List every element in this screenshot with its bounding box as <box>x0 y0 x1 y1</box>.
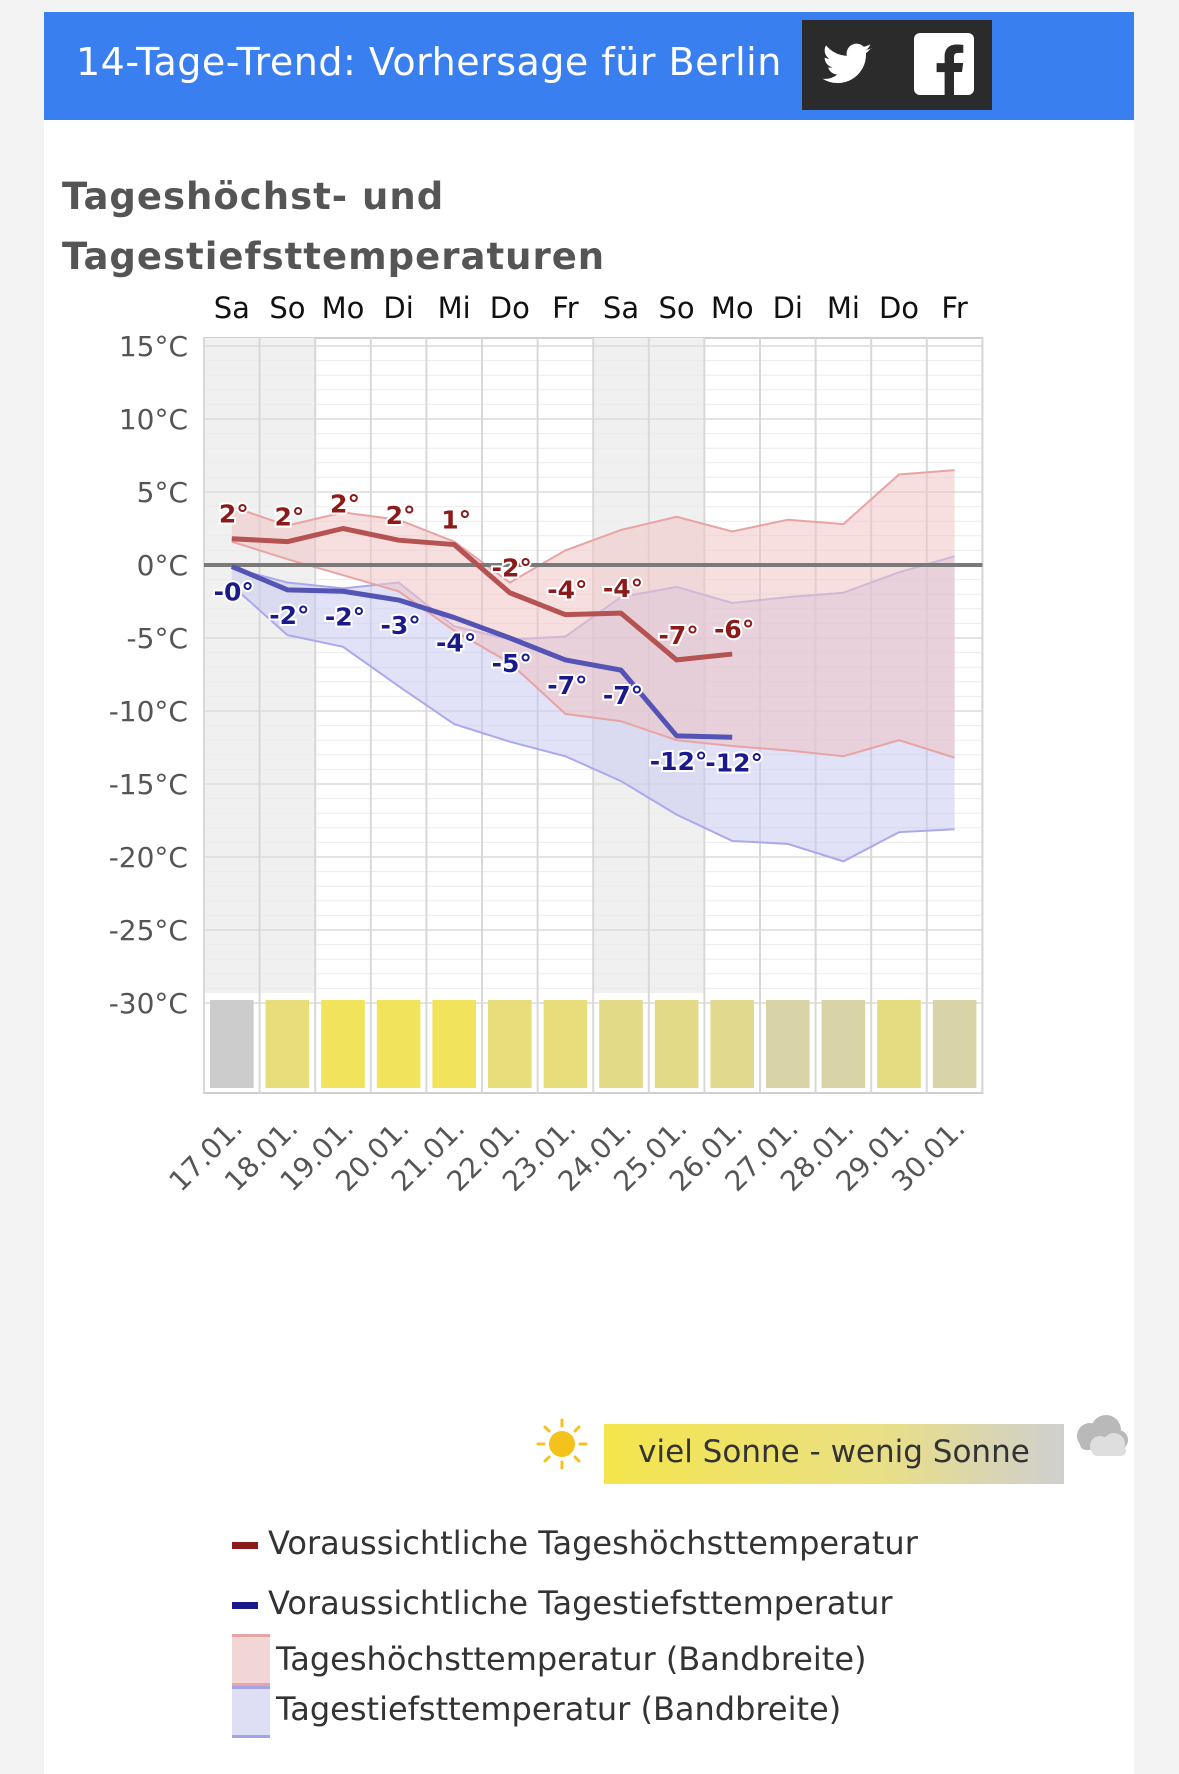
sunshine-scale: viel Sonne - wenig Sonne <box>604 1424 1064 1484</box>
sunshine-bar <box>710 1000 754 1088</box>
low-temp-label: -3° <box>380 611 420 640</box>
sunshine-bar <box>376 1000 421 1088</box>
twitter-share-button[interactable] <box>802 20 898 110</box>
low-temp-label: -12° <box>705 748 763 777</box>
temperature-chart: 15°C 10°C 5°C 0°C -5°C -10°C -15°C -20°C -25°C -3… <box>109 291 984 1198</box>
legend-low-band-label: Tagestiefsttemperatur (Bandbreite) <box>276 1690 842 1728</box>
y-tick-label: 5°C <box>137 476 188 509</box>
low-temp-label: -2° <box>325 602 365 631</box>
day-label: Mi <box>827 291 860 325</box>
legend-high-band-swatch <box>232 1634 270 1686</box>
high-temp-label: -4° <box>547 576 587 605</box>
day-label: Sa <box>603 291 639 325</box>
sunshine-bar <box>265 1000 310 1088</box>
day-label: Di <box>773 291 803 325</box>
low-temp-label: -4° <box>436 629 476 658</box>
day-label: Sa <box>214 291 250 325</box>
low-temp-label: -7° <box>603 681 643 710</box>
low-temp-label: -2° <box>269 601 309 630</box>
header-title: 14-Tage-Trend: Vorhersage für Berlin <box>76 40 782 84</box>
day-label: Di <box>383 291 413 325</box>
low-temp-label: -7° <box>547 671 587 700</box>
sunshine-bar <box>321 1000 365 1088</box>
legend-high-line-swatch <box>232 1541 258 1549</box>
sunshine-bar <box>821 1000 866 1088</box>
high-band-upper-edge <box>231 469 955 584</box>
low-temp-label: -0° <box>214 577 254 606</box>
sunshine-bar <box>599 1000 643 1088</box>
low-temp-line <box>230 564 733 740</box>
legend-high-line-label: Voraussichtliche Tageshöchsttemperatur <box>268 1524 918 1562</box>
high-band-lower-edge <box>231 540 955 759</box>
weekend-shade <box>204 338 260 993</box>
legend-low-band-swatch <box>232 1686 270 1738</box>
sunshine-bar <box>877 1000 921 1088</box>
sunshine-bar <box>932 1000 977 1088</box>
high-temp-label: -2° <box>492 554 532 583</box>
day-label: So <box>659 291 695 325</box>
sunshine-bar <box>432 1000 476 1088</box>
y-tick-label: 0°C <box>137 549 188 582</box>
low-band-lower-edge <box>231 584 955 863</box>
header-bar: 14-Tage-Trend: Vorhersage für Berlin <box>44 12 1134 120</box>
sun-icon <box>536 1418 588 1470</box>
y-tick-label: -15°C <box>109 768 188 801</box>
weekend-shade <box>259 338 316 993</box>
chart-title-line2: Tagestiefsttemperaturen <box>62 235 606 278</box>
y-tick-label: -30°C <box>109 987 188 1020</box>
facebook-icon <box>914 33 974 96</box>
twitter-icon <box>822 43 872 84</box>
day-label: Fr <box>552 291 579 325</box>
high-temp-label: -4° <box>603 574 643 603</box>
high-temp-label: -6° <box>714 615 754 644</box>
sunshine-bar <box>766 1000 810 1088</box>
legend-high-line: Voraussichtliche Tageshöchsttemperatur <box>232 1524 918 1562</box>
legend-high-band-label: Tageshöchsttemperatur (Bandbreite) <box>276 1640 867 1678</box>
high-temp-label: 2° <box>386 501 416 530</box>
day-label: Fr <box>941 291 968 325</box>
legend-low-line-label: Voraussichtliche Tagestiefsttemperatur <box>268 1584 893 1622</box>
day-label: Do <box>490 291 530 325</box>
legend-low-line-swatch <box>232 1601 258 1609</box>
chart-title-line1: Tageshöchst- und <box>62 175 445 218</box>
sunshine-bar <box>488 1000 532 1088</box>
sunshine-bar <box>654 1000 699 1088</box>
day-label: Mo <box>322 291 365 325</box>
high-temp-label: 2° <box>330 490 360 519</box>
y-tick-label: 10°C <box>119 403 188 436</box>
y-tick-label: -5°C <box>127 622 188 655</box>
chart-title: Tageshöchst- und Tagestiefsttemperaturen <box>62 167 605 287</box>
sunshine-bar <box>210 1000 254 1088</box>
y-tick-label: -25°C <box>109 914 188 947</box>
day-label: Do <box>879 291 919 325</box>
day-label: Mo <box>711 291 754 325</box>
high-temp-label: -7° <box>658 621 698 650</box>
low-temp-label: -5° <box>492 649 532 678</box>
sunshine-scale-label: viel Sonne - wenig Sonne <box>638 1434 1030 1470</box>
legend-low-line: Voraussichtliche Tagestiefsttemperatur <box>232 1584 893 1622</box>
high-temp-label: 1° <box>441 506 471 535</box>
high-temp-label: 2° <box>219 500 249 529</box>
day-label: Mi <box>438 291 471 325</box>
facebook-share-button[interactable] <box>896 20 992 110</box>
cloud-icon <box>1077 1415 1128 1456</box>
y-tick-label: -20°C <box>109 841 188 874</box>
forecast-card: 14-Tage-Trend: Vorhersage für Berlin Tag… <box>44 12 1134 1774</box>
sunshine-bar <box>543 1000 588 1088</box>
y-tick-label: 15°C <box>119 330 188 363</box>
high-temp-line <box>231 526 733 663</box>
day-label: So <box>269 291 305 325</box>
high-temp-label: 2° <box>274 503 304 532</box>
low-temp-label: -12° <box>650 747 708 776</box>
y-tick-label: -10°C <box>109 695 188 728</box>
